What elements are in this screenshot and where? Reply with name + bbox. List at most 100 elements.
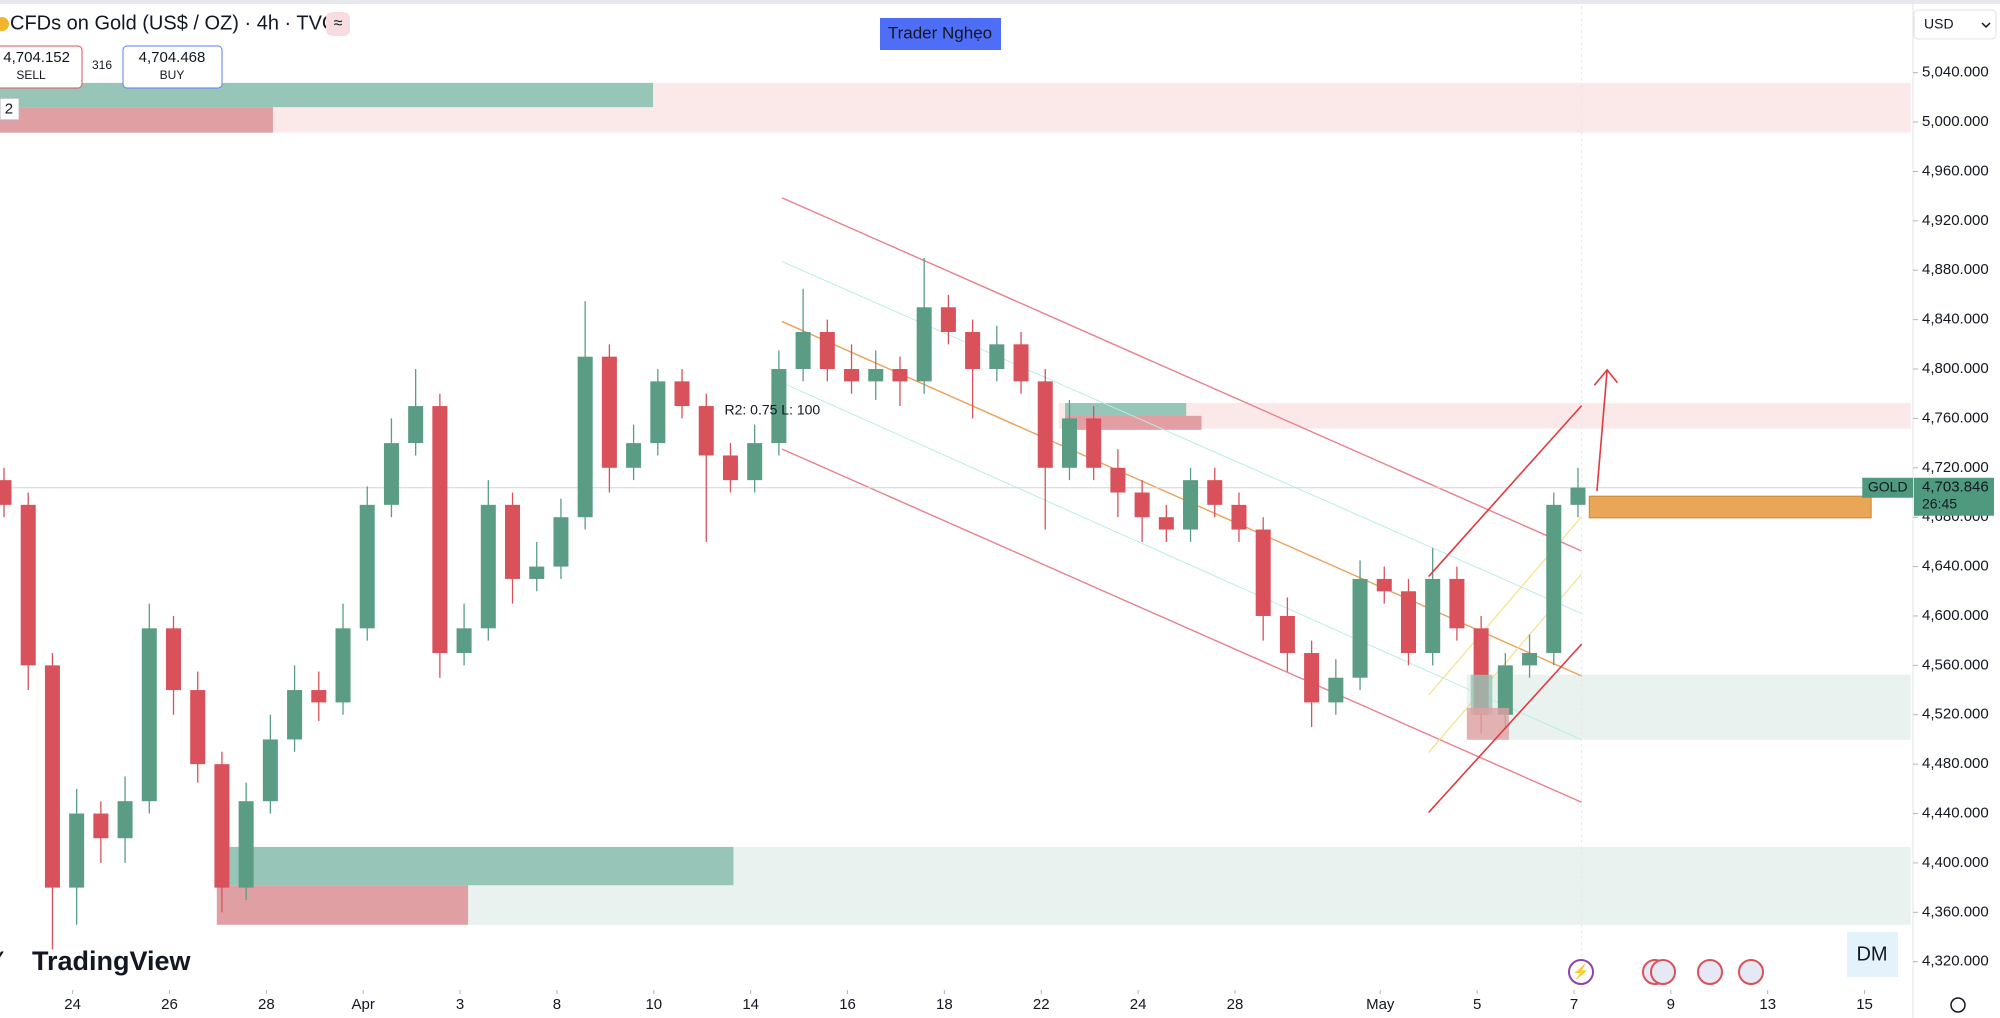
regression-label: R2: 0.75 L: 100 (724, 401, 820, 417)
event-bolt: ⚡ (1572, 964, 1589, 981)
buy-button[interactable] (122, 45, 223, 89)
candle-body (1546, 504, 1562, 654)
zone-count: 2 (5, 101, 13, 118)
y-tick-label: 4,480.000 (1922, 755, 1989, 772)
target-box (1588, 495, 1872, 519)
candle-body (1110, 467, 1126, 493)
candle-body (432, 406, 448, 654)
candle-body (262, 739, 278, 802)
indicator-badge[interactable] (326, 12, 350, 36)
trend-line (1427, 405, 1583, 578)
zone-bar-green (1065, 403, 1187, 418)
y-tick-label: 4,840.000 (1922, 311, 1989, 328)
us-flag[interactable] (1697, 959, 1723, 985)
countdown: 26:45 (1922, 495, 1957, 511)
candle-body (0, 480, 12, 505)
last-price-box (1914, 477, 1994, 516)
zone-bar-green (1470, 674, 1493, 715)
x-tick-label: Apr (352, 996, 375, 1013)
us-flag[interactable] (1738, 959, 1764, 985)
candle-body (601, 356, 617, 468)
top-strip (0, 0, 2000, 4)
candle-body (1207, 480, 1223, 505)
candle-body (819, 331, 835, 370)
candle-body (553, 517, 569, 567)
last-price-label: 4,703.846 (1922, 479, 1989, 496)
candle-body (1328, 677, 1344, 703)
candle-body (165, 628, 182, 691)
x-tick-label: 14 (742, 996, 759, 1013)
dropdown-caret (1981, 22, 1991, 29)
x-tick-label: 28 (258, 996, 275, 1013)
channel-inner (781, 382, 1582, 741)
candle-body (577, 356, 593, 518)
candle-body (311, 690, 327, 703)
y-tick-label: 4,920.000 (1922, 212, 1989, 229)
candle-body (650, 381, 666, 444)
candle-body (1158, 517, 1174, 530)
y-tick-label: 4,720.000 (1922, 459, 1989, 476)
candle-body (505, 504, 521, 579)
candle-body (214, 764, 230, 888)
candle-body (1497, 665, 1513, 715)
y-tick-label: 4,880.000 (1922, 261, 1989, 278)
x-tick-label: 9 (1667, 996, 1675, 1013)
us-flag[interactable] (1650, 959, 1676, 985)
x-tick-label: May (1366, 996, 1395, 1013)
x-tick-label: 28 (1227, 996, 1244, 1013)
candle-body (383, 443, 399, 505)
candle-body (1255, 529, 1271, 616)
x-tick-label: 13 (1759, 996, 1776, 1013)
candle-body (1449, 578, 1465, 629)
chart-title: CFDs on Gold (US$ / OZ) · 4h · TVC (10, 12, 336, 34)
candle-body (868, 369, 884, 382)
zone-bar-red (0, 107, 273, 133)
y-tick-label: 5,000.000 (1922, 113, 1989, 130)
sell-button[interactable] (0, 45, 83, 89)
spread: 316 (92, 58, 112, 72)
channel-lower (781, 448, 1582, 803)
candle-body (1183, 480, 1199, 530)
trend-line (1427, 643, 1583, 814)
x-tick-label: 5 (1473, 996, 1481, 1013)
y-tick-label: 4,520.000 (1922, 706, 1989, 723)
watermark-box (1847, 932, 1898, 977)
buy-label: BUY (160, 68, 185, 82)
candle-body (1231, 504, 1247, 530)
x-tick-label: 10 (645, 996, 662, 1013)
candle-body (965, 331, 981, 370)
x-tick-label: 3 (456, 996, 464, 1013)
x-tick-label: 22 (1033, 996, 1050, 1013)
y-tick-label: 4,800.000 (1922, 360, 1989, 377)
arrow-head (1593, 368, 1618, 386)
candle-body (44, 665, 60, 888)
y-tick-label: 4,400.000 (1922, 854, 1989, 871)
candle-body (747, 443, 763, 481)
demand-zone (1466, 674, 1911, 740)
y-tick-label: 5,040.000 (1922, 64, 1989, 81)
candle-body (795, 331, 811, 370)
candle-body (1013, 344, 1029, 382)
y-tick-label: 4,320.000 (1922, 953, 1989, 970)
zone-bar-green (216, 846, 734, 886)
settings[interactable] (1950, 997, 1966, 1013)
badge-icon: ≈ (334, 15, 343, 32)
y-tick-label: 4,960.000 (1922, 162, 1989, 179)
event-icon[interactable] (1568, 959, 1594, 985)
symbol-icon (0, 17, 9, 31)
candle-body (844, 369, 860, 382)
x-tick-label: 15 (1856, 996, 1873, 1013)
zone-bar-red (216, 885, 469, 925)
watermark: DM (1856, 943, 1887, 965)
y-tick-label: 4,760.000 (1922, 409, 1989, 426)
currency-select[interactable] (1913, 9, 1997, 40)
candle-body (238, 801, 254, 888)
y-tick-label: 4,600.000 (1922, 607, 1989, 624)
candle-body (626, 443, 642, 468)
y-tick-label: 4,560.000 (1922, 656, 1989, 673)
candle-body (1425, 578, 1441, 654)
candle-body (1037, 381, 1053, 468)
candle-body (190, 690, 206, 765)
